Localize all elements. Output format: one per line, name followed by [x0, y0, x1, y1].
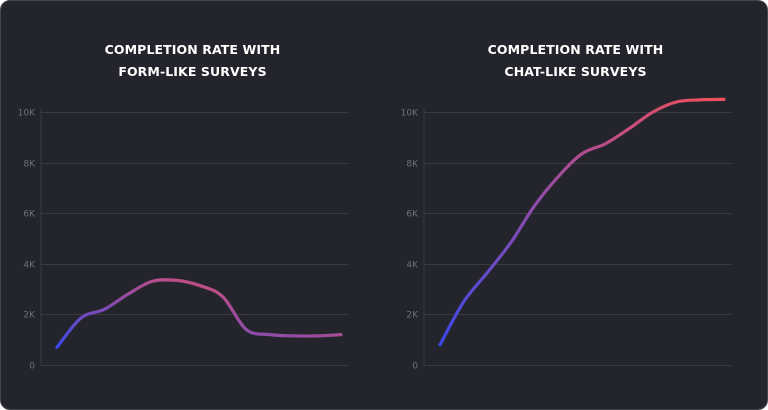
- y-tick-label: 2K: [406, 311, 419, 321]
- y-tick-label: 10K: [18, 109, 36, 119]
- y-tick-label: 0: [412, 362, 418, 372]
- y-tick-label: 6K: [23, 210, 36, 220]
- chart-title: COMPLETION RATE WITH CHAT-LIKE SURVEYS: [384, 39, 767, 83]
- y-tick-label: 8K: [406, 160, 419, 170]
- y-tick-label: 10K: [401, 109, 419, 119]
- chart-title-line-1: COMPLETION RATE WITH: [487, 42, 664, 57]
- series-line: [438, 97, 726, 347]
- form-like-line-chart: 0 2K 4K 6K 8K 10K: [18, 108, 349, 372]
- chart-title-line-1: COMPLETION RATE WITH: [104, 42, 281, 57]
- series-line: [55, 278, 343, 349]
- y-tick-label: 4K: [406, 261, 419, 271]
- chat-like-chart-panel: COMPLETION RATE WITH CHAT-LIKE SURVEYS 0…: [384, 1, 767, 409]
- form-like-chart-panel: COMPLETION RATE WITH FORM-LIKE SURVEYS 0…: [1, 1, 384, 409]
- y-tick-label: 6K: [406, 210, 419, 220]
- y-tick-label: 8K: [23, 160, 36, 170]
- y-tick-label: 4K: [23, 261, 36, 271]
- chat-like-line-chart: 0 2K 4K 6K 8K 10K: [401, 97, 732, 372]
- chart-title-line-2: CHAT-LIKE SURVEYS: [504, 64, 647, 79]
- chart-title: COMPLETION RATE WITH FORM-LIKE SURVEYS: [1, 39, 384, 83]
- y-tick-label: 0: [29, 362, 35, 372]
- chart-title-line-2: FORM-LIKE SURVEYS: [118, 64, 267, 79]
- y-tick-label: 2K: [23, 311, 36, 321]
